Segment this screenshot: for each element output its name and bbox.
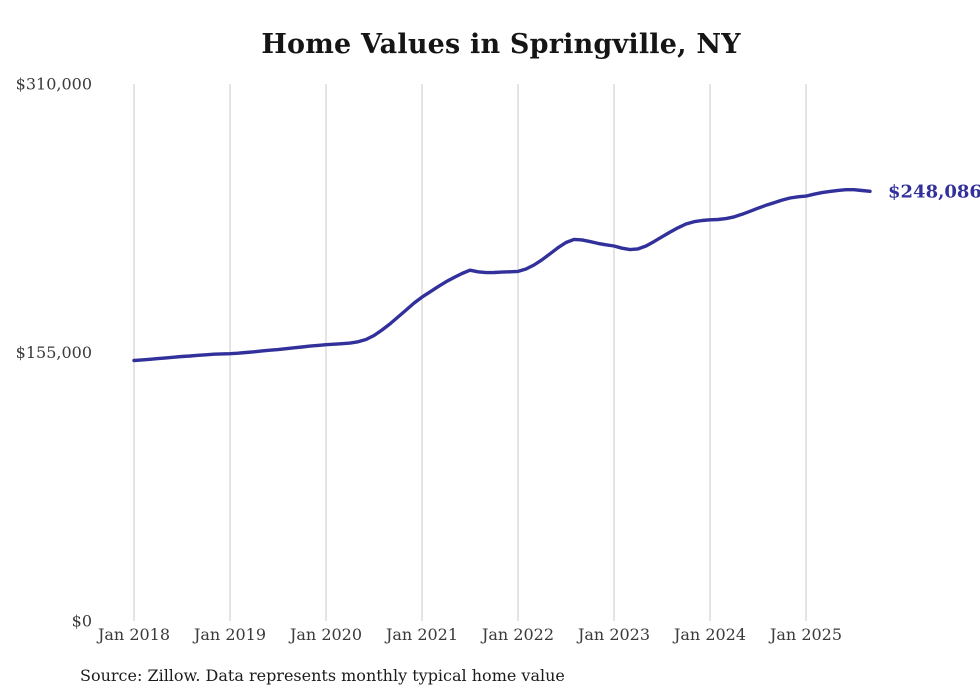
x-tick-label: Jan 2020 — [288, 625, 362, 644]
x-tick-label: Jan 2025 — [768, 625, 842, 644]
x-tick-label: Jan 2018 — [96, 625, 170, 644]
x-tick-label: Jan 2024 — [672, 625, 746, 644]
latest-value-label: $248,086 — [888, 181, 980, 202]
x-tick-label: Jan 2021 — [384, 625, 458, 644]
x-tick-label: Jan 2022 — [480, 625, 554, 644]
y-axis-labels: $0 $155,000 $310,000 — [16, 75, 92, 631]
x-axis-labels: Jan 2018 Jan 2019 Jan 2020 Jan 2021 Jan 2022… — [96, 625, 842, 644]
y-tick-label: $155,000 — [16, 343, 92, 362]
x-tick-label: Jan 2023 — [576, 625, 650, 644]
x-tick-label: Jan 2019 — [192, 625, 266, 644]
y-tick-label: $0 — [72, 612, 92, 631]
source-note: Source: Zillow. Data represents monthly … — [80, 666, 565, 685]
y-tick-label: $310,000 — [16, 75, 92, 94]
chart-title: Home Values in Springville, NY — [261, 29, 741, 60]
home-value-series-line — [132, 188, 872, 363]
